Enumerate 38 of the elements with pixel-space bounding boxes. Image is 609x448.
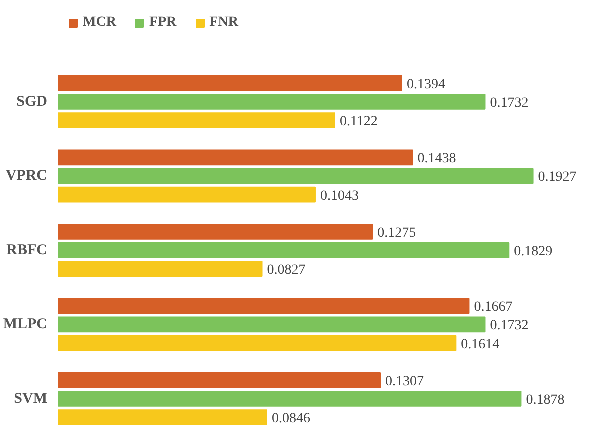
- bar: [58, 168, 534, 184]
- data-label: 0.1122: [340, 114, 378, 130]
- bar: [58, 298, 470, 314]
- data-label: 0.1307: [386, 374, 424, 390]
- data-label: 0.1927: [538, 170, 577, 186]
- bar: [58, 112, 336, 128]
- data-label: 0.1438: [418, 152, 456, 167]
- bar: [58, 224, 374, 240]
- bar: [58, 76, 402, 92]
- bar: [58, 150, 414, 166]
- y-tick-label: SVM: [14, 390, 48, 407]
- legend-label: MCR: [83, 15, 116, 31]
- y-tick-label: MLPC: [3, 316, 48, 333]
- legend-label: FNR: [210, 15, 238, 31]
- bar: [58, 391, 522, 407]
- data-label: 0.1732: [490, 96, 529, 112]
- data-label: 0.1614: [461, 337, 500, 352]
- data-label: 0.1394: [406, 77, 446, 92]
- y-tick-label: RBFC: [6, 242, 48, 258]
- data-label: 0.1829: [514, 244, 553, 260]
- data-label: 0.1667: [474, 300, 513, 316]
- bar: [58, 242, 510, 258]
- y-tick-label: SGD: [16, 94, 48, 110]
- bar: [58, 94, 486, 110]
- legend-label: FPR: [149, 15, 177, 31]
- data-label: 0.1878: [526, 392, 565, 408]
- bar: [58, 335, 457, 352]
- y-tick-label: VPRC: [6, 168, 48, 184]
- bar: [58, 410, 268, 426]
- bar: [58, 186, 316, 203]
- data-label: 0.0827: [267, 263, 306, 278]
- data-label: 0.0846: [272, 412, 310, 427]
- bar: [58, 316, 486, 333]
- bar: [58, 372, 382, 388]
- data-label: 0.1043: [320, 188, 359, 204]
- data-label: 0.1275: [378, 226, 416, 241]
- bar: [58, 261, 263, 277]
- data-label: 0.1732: [490, 318, 529, 334]
